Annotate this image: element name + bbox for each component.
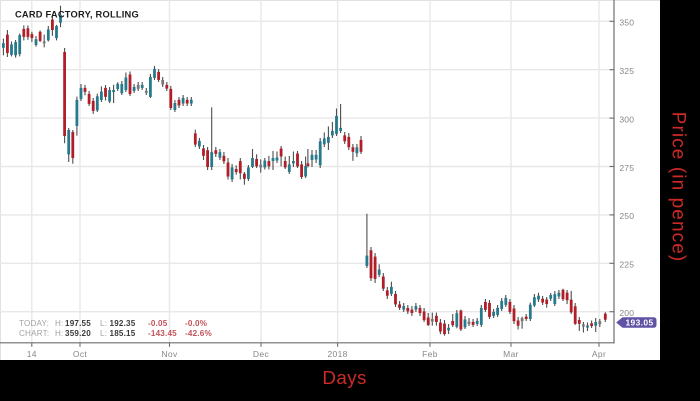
svg-text:193.05: 193.05 bbox=[625, 318, 653, 328]
svg-text:CHART:H:359.20L:185.15-143.45-: CHART: H: 359.20 L: 185.15 -143.45 -42.6% bbox=[19, 329, 212, 338]
svg-text:2018: 2018 bbox=[327, 349, 347, 359]
svg-text:TODAY:H:197.55L:192.35-0.05-0.: TODAY: H: 197.55 L: 192.35 -0.05 -0.0% bbox=[19, 319, 207, 328]
svg-text:Days: Days bbox=[322, 367, 366, 388]
svg-text:Dec: Dec bbox=[253, 349, 270, 359]
svg-text:Mar: Mar bbox=[503, 349, 519, 359]
svg-text:Nov: Nov bbox=[161, 349, 178, 359]
svg-text:Feb: Feb bbox=[422, 349, 438, 359]
svg-text:325: 325 bbox=[619, 66, 634, 76]
svg-text:CARD FACTORY, ROLLING: CARD FACTORY, ROLLING bbox=[15, 9, 139, 19]
svg-text:275: 275 bbox=[619, 163, 634, 173]
svg-text:200: 200 bbox=[619, 308, 634, 318]
svg-text:350: 350 bbox=[619, 18, 634, 28]
svg-text:225: 225 bbox=[619, 260, 634, 270]
svg-text:Price (in pence): Price (in pence) bbox=[668, 112, 689, 263]
svg-text:Oct: Oct bbox=[73, 349, 88, 359]
svg-text:250: 250 bbox=[619, 211, 634, 221]
svg-text:14: 14 bbox=[27, 349, 37, 359]
svg-text:Apr: Apr bbox=[592, 349, 606, 359]
svg-text:300: 300 bbox=[619, 114, 634, 124]
